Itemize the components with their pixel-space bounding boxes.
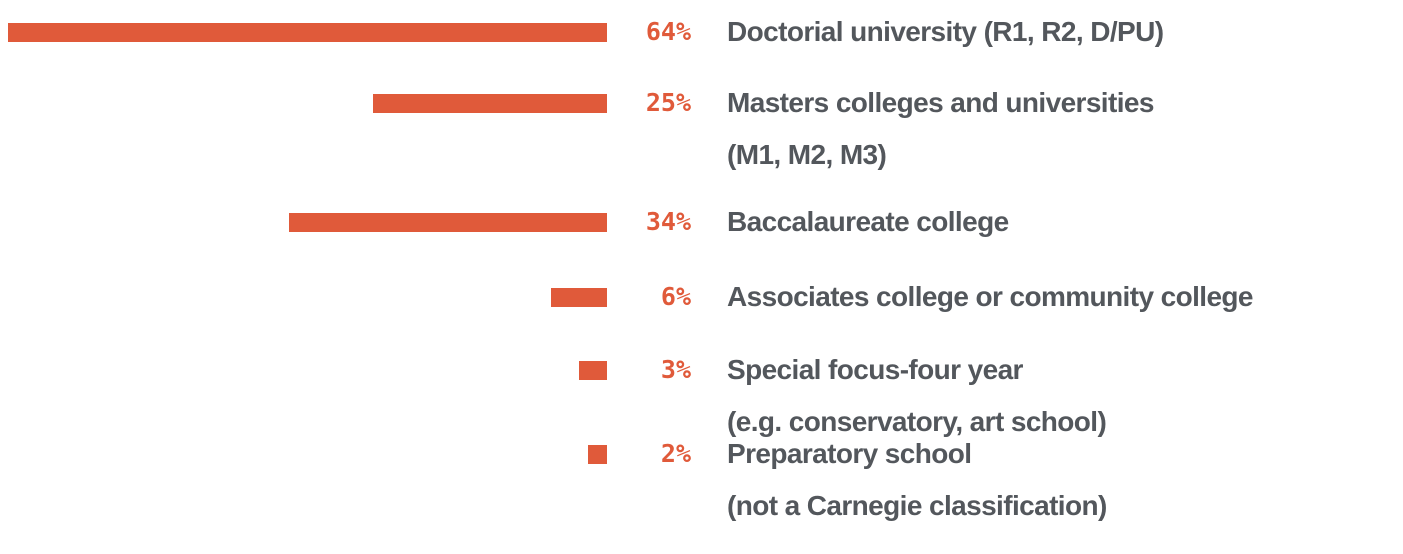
value-label: 3% — [660, 355, 691, 384]
value-label: 2% — [660, 439, 691, 468]
bar — [588, 444, 607, 464]
value-label: 64% — [645, 17, 691, 46]
category-label: Baccalaureate college — [727, 206, 1009, 237]
category-label: Associates college or community college — [727, 281, 1254, 312]
value-label: 6% — [660, 282, 691, 311]
category-label: Special focus-four year (e.g. conservato… — [727, 354, 1107, 437]
bar — [8, 22, 607, 42]
value-label: 34% — [645, 207, 691, 236]
value-label: 25% — [645, 88, 691, 117]
category-label: Doctorial university (R1, R2, D/PU) — [727, 16, 1164, 47]
bar — [550, 287, 607, 307]
category-label: Masters colleges and universities (M1, M… — [727, 87, 1154, 170]
category-label: Preparatory school (not a Carnegie class… — [727, 438, 1107, 521]
bar — [288, 212, 607, 232]
bar — [373, 93, 607, 113]
bar — [578, 360, 607, 380]
